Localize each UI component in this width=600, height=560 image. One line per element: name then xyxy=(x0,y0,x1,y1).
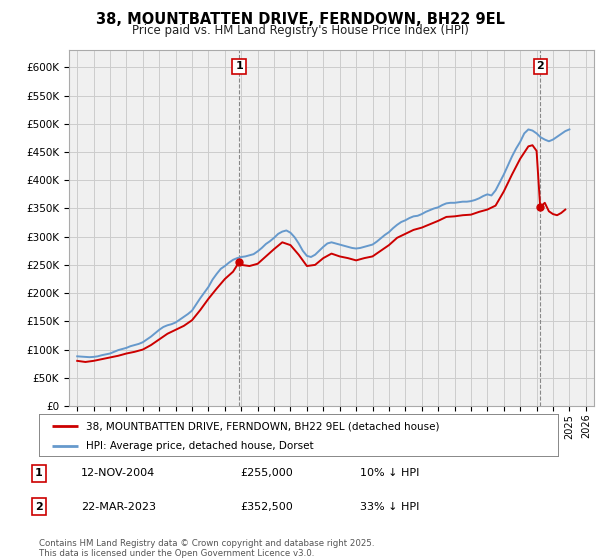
Text: 1: 1 xyxy=(35,468,43,478)
Text: HPI: Average price, detached house, Dorset: HPI: Average price, detached house, Dors… xyxy=(86,441,313,451)
Text: Contains HM Land Registry data © Crown copyright and database right 2025.
This d: Contains HM Land Registry data © Crown c… xyxy=(39,539,374,558)
Text: 38, MOUNTBATTEN DRIVE, FERNDOWN, BH22 9EL: 38, MOUNTBATTEN DRIVE, FERNDOWN, BH22 9E… xyxy=(95,12,505,27)
Text: £352,500: £352,500 xyxy=(240,502,293,512)
Text: 38, MOUNTBATTEN DRIVE, FERNDOWN, BH22 9EL (detached house): 38, MOUNTBATTEN DRIVE, FERNDOWN, BH22 9E… xyxy=(86,421,439,431)
Text: 1: 1 xyxy=(235,62,243,72)
Text: £255,000: £255,000 xyxy=(240,468,293,478)
Text: 10% ↓ HPI: 10% ↓ HPI xyxy=(360,468,419,478)
Text: Price paid vs. HM Land Registry's House Price Index (HPI): Price paid vs. HM Land Registry's House … xyxy=(131,24,469,36)
Text: 33% ↓ HPI: 33% ↓ HPI xyxy=(360,502,419,512)
Text: 22-MAR-2023: 22-MAR-2023 xyxy=(81,502,156,512)
Text: 2: 2 xyxy=(35,502,43,512)
Text: 2: 2 xyxy=(536,62,544,72)
Text: 12-NOV-2004: 12-NOV-2004 xyxy=(81,468,155,478)
